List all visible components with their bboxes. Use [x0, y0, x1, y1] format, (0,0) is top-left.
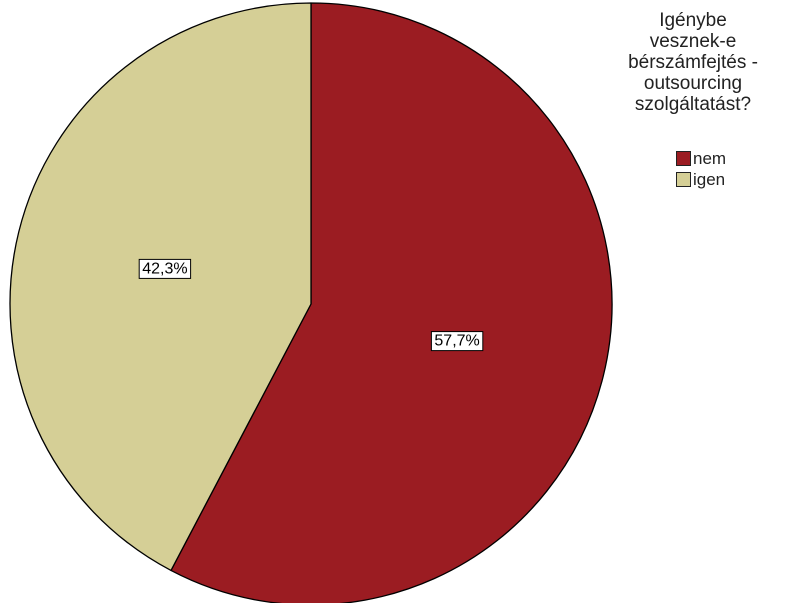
legend-title-line: outsourcing: [643, 73, 743, 94]
slice-value-text: 42,3%: [142, 260, 187, 277]
slice-value-label-igen: 42,3%: [138, 258, 192, 279]
legend-title: Igénybe vesznek-e bérszámfejtés - outsou…: [606, 10, 780, 115]
slice-value-box: [138, 258, 192, 279]
legend-title-line: Igénybe: [659, 10, 727, 31]
legend: nem igen: [676, 148, 726, 190]
slice-labels-layer: 57,7% 42,3%: [138, 258, 484, 352]
pie-slice-igen: [9, 2, 312, 572]
legend-item-nem: nem: [676, 148, 726, 169]
legend-item-igen: igen: [676, 169, 726, 190]
slice-value-text: 57,7%: [434, 333, 479, 350]
legend-title-line: bérszámfejtés -: [628, 52, 758, 73]
slices-layer: [9, 2, 613, 606]
slice-value-label-nem: 57,7%: [430, 331, 484, 352]
legend-label-nem: nem: [693, 148, 727, 168]
legend-label-igen: igen: [693, 169, 726, 189]
legend-title-line: szolgáltatást?: [634, 94, 752, 115]
slice-value-box: [430, 331, 484, 352]
legend-swatch-nem: [676, 151, 691, 166]
legend-title-line: vesznek-e: [649, 31, 737, 52]
legend-swatch-igen: [676, 172, 691, 187]
